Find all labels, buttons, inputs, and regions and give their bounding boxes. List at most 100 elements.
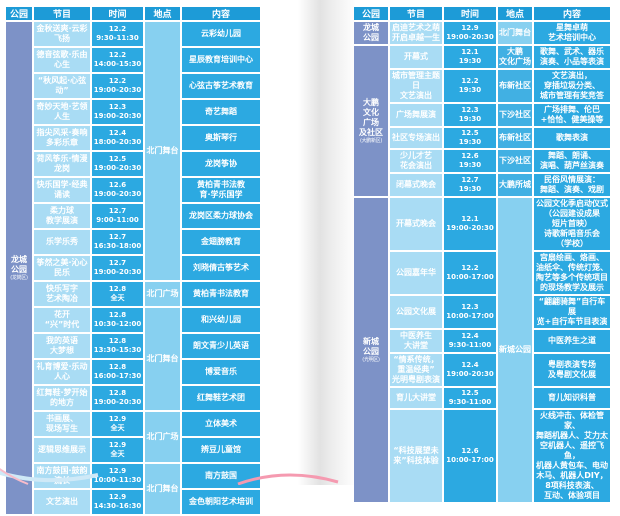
program-cell: 德音弦歌·乐由心生 bbox=[34, 48, 90, 72]
program-cell: 文艺演出 bbox=[34, 490, 90, 514]
location-cell: 新城公园 bbox=[498, 198, 532, 502]
program-cell: 红舞鞋·梦开始的地方 bbox=[34, 386, 90, 410]
program-cell: 启迪艺术之萌 开启卓越一生 bbox=[390, 22, 442, 44]
content-cell: 云彩幼儿园 bbox=[182, 22, 260, 46]
park-cell: 新城 公园 (光明区) bbox=[354, 198, 388, 502]
content-cell: 文艺演出， 穿插垃圾分类、 城市管理有奖竞答 bbox=[534, 70, 610, 102]
park-cell: 大鹏 文化 广场 及社区 (大鹏新区) bbox=[354, 46, 388, 196]
program-cell: “秋风起·心弦动” bbox=[34, 74, 90, 98]
content-cell: 舞蹈、朗诵、 演唱、葫芦丝演奏 bbox=[534, 150, 610, 172]
time-cell: 12.2 10:00-17:00 bbox=[444, 252, 496, 294]
time-cell: 12.1 19:30 bbox=[444, 46, 496, 68]
content-cell: 黄柏青书法教 育·学乐国学 bbox=[182, 178, 260, 202]
location-cell: 下沙社区 bbox=[498, 104, 532, 126]
time-cell: 12.9 全天 bbox=[92, 438, 143, 462]
park-name: 大鹏 文化 广场 及社区 bbox=[359, 97, 383, 137]
time-cell: 12.1 19:00-20:30 bbox=[444, 198, 496, 250]
park-name: 龙城 公园 bbox=[11, 254, 27, 274]
program-cell: 少儿才艺 花会演出 bbox=[390, 150, 442, 172]
content-cell: 粤剧表演专场 及粤剧文化展 bbox=[534, 354, 610, 386]
program-cell: 乐学乐秀 bbox=[34, 230, 90, 254]
content-cell: 奥斯琴行 bbox=[182, 126, 260, 150]
content-cell: 刘晓倩古筝艺术 bbox=[182, 256, 260, 280]
content-cell: 和兴幼儿园 bbox=[182, 308, 260, 332]
time-cell: 12.5 19:30 bbox=[444, 128, 496, 148]
program-cell: 中医养生 大讲堂 bbox=[390, 330, 442, 352]
program-cell: 金秋送爽·云彩飞扬 bbox=[34, 22, 90, 46]
column-header: 时间 bbox=[444, 7, 496, 20]
column-header: 公园 bbox=[354, 7, 388, 20]
column-header: 地点 bbox=[498, 7, 532, 20]
time-cell: 12.8 19:00-20:30 bbox=[92, 386, 143, 410]
time-cell: 12.4 19:00-20:30 bbox=[444, 354, 496, 386]
time-cell: 12.8 16:00-17:30 bbox=[92, 360, 143, 384]
program-cell: 指尖风采·奏响多彩乐章 bbox=[34, 126, 90, 150]
content-cell: 星辰教育培训中心 bbox=[182, 48, 260, 72]
program-cell: 闭幕式晚会 bbox=[390, 174, 442, 196]
content-cell: 歌舞表演 bbox=[534, 128, 610, 148]
park-name: 新城 公园 bbox=[363, 336, 379, 356]
program-cell: 公园嘉年华 bbox=[390, 252, 442, 294]
content-cell: 奇艺舞蹈 bbox=[182, 100, 260, 124]
schedule-table-left: 公园 节目 时间 地点 内容 龙城 公园 (龙岗区) 金秋送爽·云彩飞扬 12.2 9:30-1… bbox=[4, 5, 262, 516]
content-cell: 博爱音乐 bbox=[182, 360, 260, 384]
time-cell: 12.8 全天 bbox=[92, 282, 143, 306]
content-cell: 育儿知识科普 bbox=[534, 388, 610, 408]
location-cell: 大鹏所城 bbox=[498, 174, 532, 196]
program-cell: 我的英语 大梦想 bbox=[34, 334, 90, 358]
content-cell: 宫扇绘画、烙画、 油纸伞、传统灯笼、 陶艺等多个传统项目 的现场教学及展示 bbox=[534, 252, 610, 294]
time-cell: 12.3 10:00-17:00 bbox=[444, 296, 496, 328]
content-cell: 歌舞、武术、器乐 演奏、小品等表演 bbox=[534, 46, 610, 68]
time-cell: 12.6 19:00-20:30 bbox=[92, 178, 143, 202]
content-cell: 立体美术 bbox=[182, 412, 260, 436]
time-cell: 12.6 19:30 bbox=[444, 150, 496, 172]
program-cell: “情系传统， 重温经典” 光明粤剧表演 bbox=[390, 354, 442, 386]
location-cell: 北门舞台 bbox=[498, 22, 532, 44]
content-cell: 辨豆儿童馆 bbox=[182, 438, 260, 462]
content-cell: 星舞卓萌 艺术培训中心 bbox=[534, 22, 610, 44]
program-cell: 荷风筝乐·情漫龙岗 bbox=[34, 152, 90, 176]
column-header: 节目 bbox=[390, 7, 442, 20]
time-cell: 12.9 14:30-16:30 bbox=[92, 490, 143, 514]
page-fold bbox=[298, 0, 356, 485]
schedule-table-right: 公园 节目 时间 地点 内容 龙城 公园 启迪艺术之萌 开启卓越一生 12.9 19:00-2… bbox=[352, 5, 612, 504]
content-cell: 中医养生之道 bbox=[534, 330, 610, 352]
time-cell: 12.2 14:00-15:30 bbox=[92, 48, 143, 72]
content-cell: 龙岗筝协 bbox=[182, 152, 260, 176]
content-cell: 红舞鞋艺术团 bbox=[182, 386, 260, 410]
time-cell: 12.4 9:30-11:00 bbox=[444, 330, 496, 352]
content-cell: 民俗风情展演： 舞蹈、演奏、戏剧 bbox=[534, 174, 610, 196]
program-cell: 柔力球 教学展演 bbox=[34, 204, 90, 228]
time-cell: 12.4 18:00-20:30 bbox=[92, 126, 143, 150]
time-cell: 12.2 19:00-20:30 bbox=[92, 74, 143, 98]
time-cell: 12.9 全天 bbox=[92, 412, 143, 436]
program-cell: 逻辑思维展示 bbox=[34, 438, 90, 462]
column-header: 节目 bbox=[34, 7, 90, 20]
program-cell: 花开 “兴”时代 bbox=[34, 308, 90, 332]
park-district: (光明区) bbox=[362, 356, 380, 363]
content-cell: 朗文青少儿英语 bbox=[182, 334, 260, 358]
time-cell: 12.8 13:30-15:30 bbox=[92, 334, 143, 358]
column-header: 公园 bbox=[6, 7, 32, 20]
content-cell: 金翅膀教育 bbox=[182, 230, 260, 254]
location-cell: 布新社区 bbox=[498, 128, 532, 148]
time-cell: 12.7 9:00-11:00 bbox=[92, 204, 143, 228]
program-cell: “科技展望未 来”科技体验 bbox=[390, 410, 442, 502]
time-cell: 12.9 10:00-11:30 bbox=[92, 464, 143, 488]
time-cell: 12.2 19:30 bbox=[444, 70, 496, 102]
location-cell: 下沙社区 bbox=[498, 150, 532, 172]
time-cell: 12.7 19:00-20:30 bbox=[92, 256, 143, 280]
program-cell: 南方鼓国·鼓韵流长 bbox=[34, 464, 90, 488]
program-cell: 公园文化展 bbox=[390, 296, 442, 328]
column-header: 内容 bbox=[534, 7, 610, 20]
time-cell: 12.2 9:30-11:30 bbox=[92, 22, 143, 46]
content-cell: 金色朝阳艺术培训 bbox=[182, 490, 260, 514]
location-cell: 布新社区 bbox=[498, 70, 532, 102]
content-cell: “翩翩骑舞”自行车展 览+自行车节目表演 bbox=[534, 296, 610, 328]
program-cell: 礼育博爱·乐动人心 bbox=[34, 360, 90, 384]
content-cell: 火线冲击、体检管家、 舞蹈机器人、艾力太 空机器人、遥控飞鱼， 机器人黄包车、电… bbox=[534, 410, 610, 502]
park-district: (龙岗区) bbox=[10, 274, 28, 281]
column-header: 地点 bbox=[145, 7, 180, 20]
content-cell: 心弦古筝艺术教育 bbox=[182, 74, 260, 98]
